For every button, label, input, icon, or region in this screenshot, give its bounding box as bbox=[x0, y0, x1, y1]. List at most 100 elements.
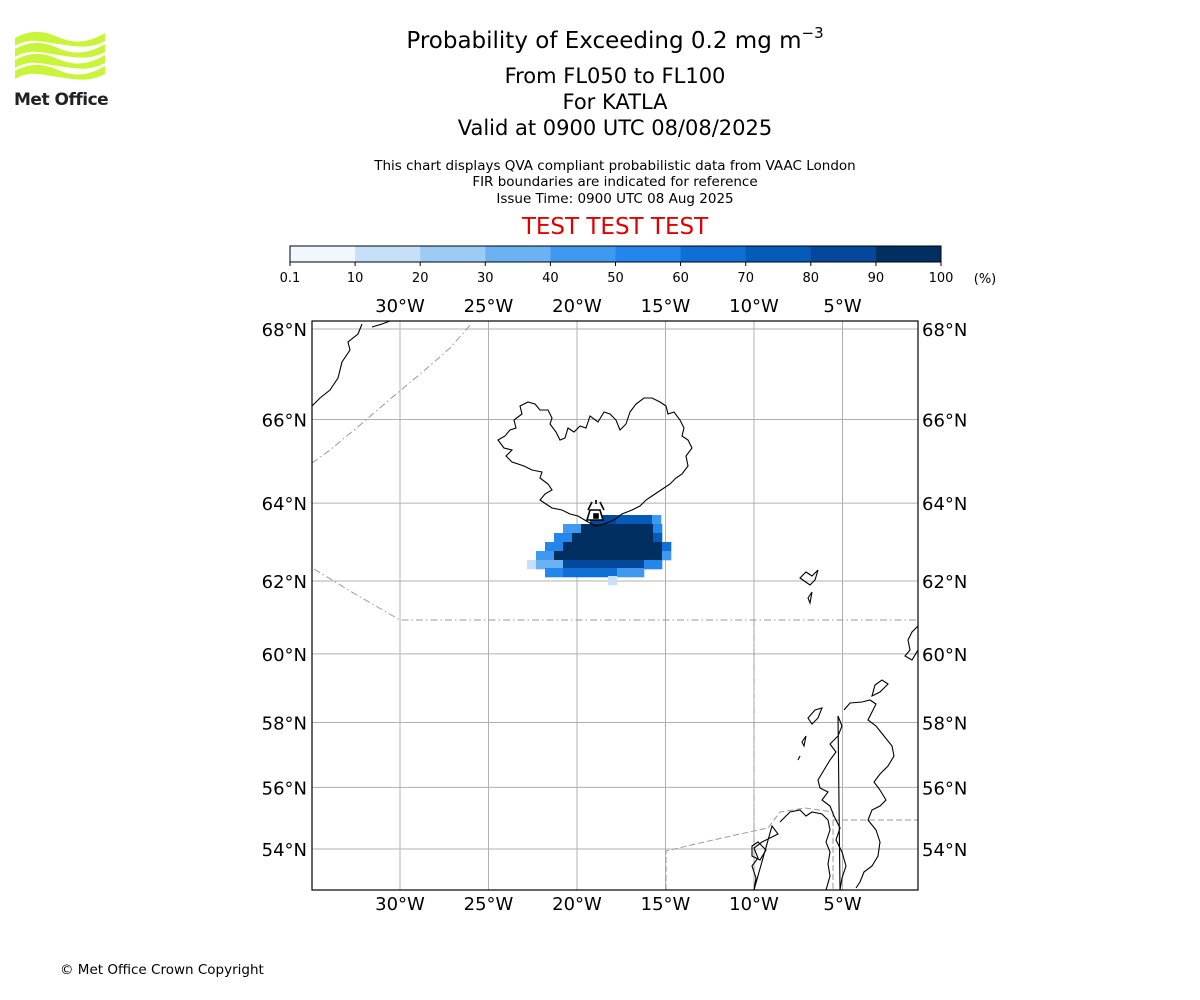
ash-cell bbox=[617, 542, 627, 552]
logo-wave-2 bbox=[15, 42, 105, 58]
ash-cell bbox=[608, 551, 618, 561]
title-unit-superscript: −3 bbox=[801, 24, 824, 42]
colorbar-tick-label: 80 bbox=[803, 271, 820, 286]
lat-label-left: 62°N bbox=[262, 572, 307, 593]
probability-map: 0.1 10 20 30 40 50 60 70 80 90 100 (%) bbox=[262, 245, 996, 915]
volcano-name: For KATLA bbox=[562, 90, 668, 114]
ash-cell bbox=[599, 568, 609, 578]
gridlines bbox=[312, 321, 918, 890]
ash-cell bbox=[590, 560, 600, 570]
met-office-logo: Met Office bbox=[12, 28, 112, 118]
ash-cell bbox=[563, 524, 573, 534]
ash-cell bbox=[608, 568, 618, 578]
axis-labels: 30°W 30°W 25°W 25°W 20°W 20°W 15°W 15°W 10°W 10°W… bbox=[262, 296, 968, 915]
ash-cell bbox=[653, 524, 663, 534]
lat-label-left: 56°N bbox=[262, 778, 307, 799]
ash-cell bbox=[635, 542, 645, 552]
colorbar-tick-label: 0.1 bbox=[280, 271, 301, 286]
ash-cell bbox=[625, 515, 635, 525]
ireland-west-coast bbox=[751, 841, 767, 861]
ash-cell bbox=[644, 551, 654, 561]
colorbar: 0.1 10 20 30 40 50 60 70 80 90 100 (%) bbox=[280, 245, 996, 287]
ash-cell bbox=[590, 533, 600, 543]
ash-cell bbox=[599, 551, 609, 561]
met-office-waves-icon bbox=[15, 31, 105, 80]
lon-label-top: 25°W bbox=[464, 296, 514, 317]
lat-label-right: 66°N bbox=[922, 410, 967, 431]
colorbar-segment bbox=[550, 246, 616, 262]
colorbar-tick-label: 90 bbox=[868, 271, 885, 286]
fir-boundary-ireland bbox=[665, 807, 834, 890]
lat-label-left: 60°N bbox=[262, 645, 307, 666]
ash-cell bbox=[662, 542, 672, 552]
coastlines bbox=[312, 321, 918, 890]
lon-label-bottom: 10°W bbox=[729, 894, 779, 915]
ash-cell bbox=[581, 551, 591, 561]
lon-label-bottom: 30°W bbox=[375, 894, 425, 915]
lat-label-right: 68°N bbox=[922, 320, 967, 341]
ash-cell bbox=[608, 560, 618, 570]
ash-cell bbox=[644, 542, 654, 552]
ash-cell bbox=[572, 542, 582, 552]
ash-cell bbox=[608, 542, 618, 552]
ash-cell bbox=[644, 524, 654, 534]
ash-cell bbox=[617, 551, 627, 561]
orkney-coast bbox=[871, 679, 889, 698]
ash-cell bbox=[617, 568, 627, 578]
ash-cell bbox=[635, 568, 645, 578]
ash-cell bbox=[644, 560, 654, 570]
ash-cell bbox=[662, 551, 672, 561]
lat-label-left: 64°N bbox=[262, 494, 307, 515]
ash-cell bbox=[653, 533, 663, 543]
ash-cell bbox=[554, 551, 564, 561]
valid-time: Valid at 0900 UTC 08/08/2025 bbox=[457, 116, 773, 140]
scotland-coast bbox=[817, 699, 895, 890]
lat-label-right: 54°N bbox=[922, 840, 967, 861]
ash-cell bbox=[554, 560, 564, 570]
ash-cell bbox=[599, 524, 609, 534]
logo-wave-1 bbox=[15, 31, 105, 47]
iceland-coast bbox=[497, 397, 693, 527]
fir-boundary-greenland bbox=[312, 322, 473, 464]
map-background bbox=[312, 321, 918, 890]
colorbar-segment bbox=[680, 246, 747, 262]
ash-cell bbox=[635, 551, 645, 561]
title-main: Probability of Exceeding 0.2 mg m bbox=[406, 28, 802, 54]
ash-cell bbox=[554, 568, 564, 578]
ash-cell bbox=[545, 542, 555, 552]
lat-label-left: 54°N bbox=[262, 840, 307, 861]
ash-cell bbox=[581, 524, 591, 534]
ash-cell bbox=[536, 560, 546, 570]
lat-label-right: 58°N bbox=[922, 713, 967, 734]
hebrides-coast bbox=[797, 707, 823, 761]
lat-label-left: 68°N bbox=[262, 320, 307, 341]
colorbar-tick-label: 30 bbox=[477, 271, 494, 286]
ash-cell bbox=[554, 542, 564, 552]
ash-cell bbox=[608, 515, 618, 525]
ash-cell bbox=[643, 515, 653, 525]
ash-cell bbox=[653, 542, 663, 552]
ash-cell bbox=[652, 515, 662, 525]
logo-text: Met Office bbox=[14, 90, 109, 110]
ash-cell bbox=[644, 533, 654, 543]
volcano-icon bbox=[585, 500, 605, 521]
ash-cell bbox=[634, 515, 644, 525]
ash-cell bbox=[608, 533, 618, 543]
ash-cell bbox=[617, 524, 627, 534]
ash-cell bbox=[599, 533, 609, 543]
ash-cell bbox=[527, 560, 537, 570]
ash-cell bbox=[563, 542, 573, 552]
ash-cell bbox=[590, 568, 600, 578]
colorbar-segment bbox=[875, 246, 942, 262]
lon-label-bottom: 15°W bbox=[641, 894, 691, 915]
map-frame bbox=[311, 320, 919, 891]
colorbar-tick-label: 20 bbox=[412, 271, 429, 286]
lon-label-bottom: 20°W bbox=[552, 894, 602, 915]
ash-cell bbox=[572, 524, 582, 534]
colorbar-segment bbox=[745, 246, 812, 262]
colorbar-segment bbox=[420, 246, 486, 262]
ash-cell bbox=[635, 560, 645, 570]
ash-cell bbox=[626, 560, 636, 570]
ash-cell bbox=[572, 533, 582, 543]
lon-label-bottom: 25°W bbox=[464, 894, 514, 915]
